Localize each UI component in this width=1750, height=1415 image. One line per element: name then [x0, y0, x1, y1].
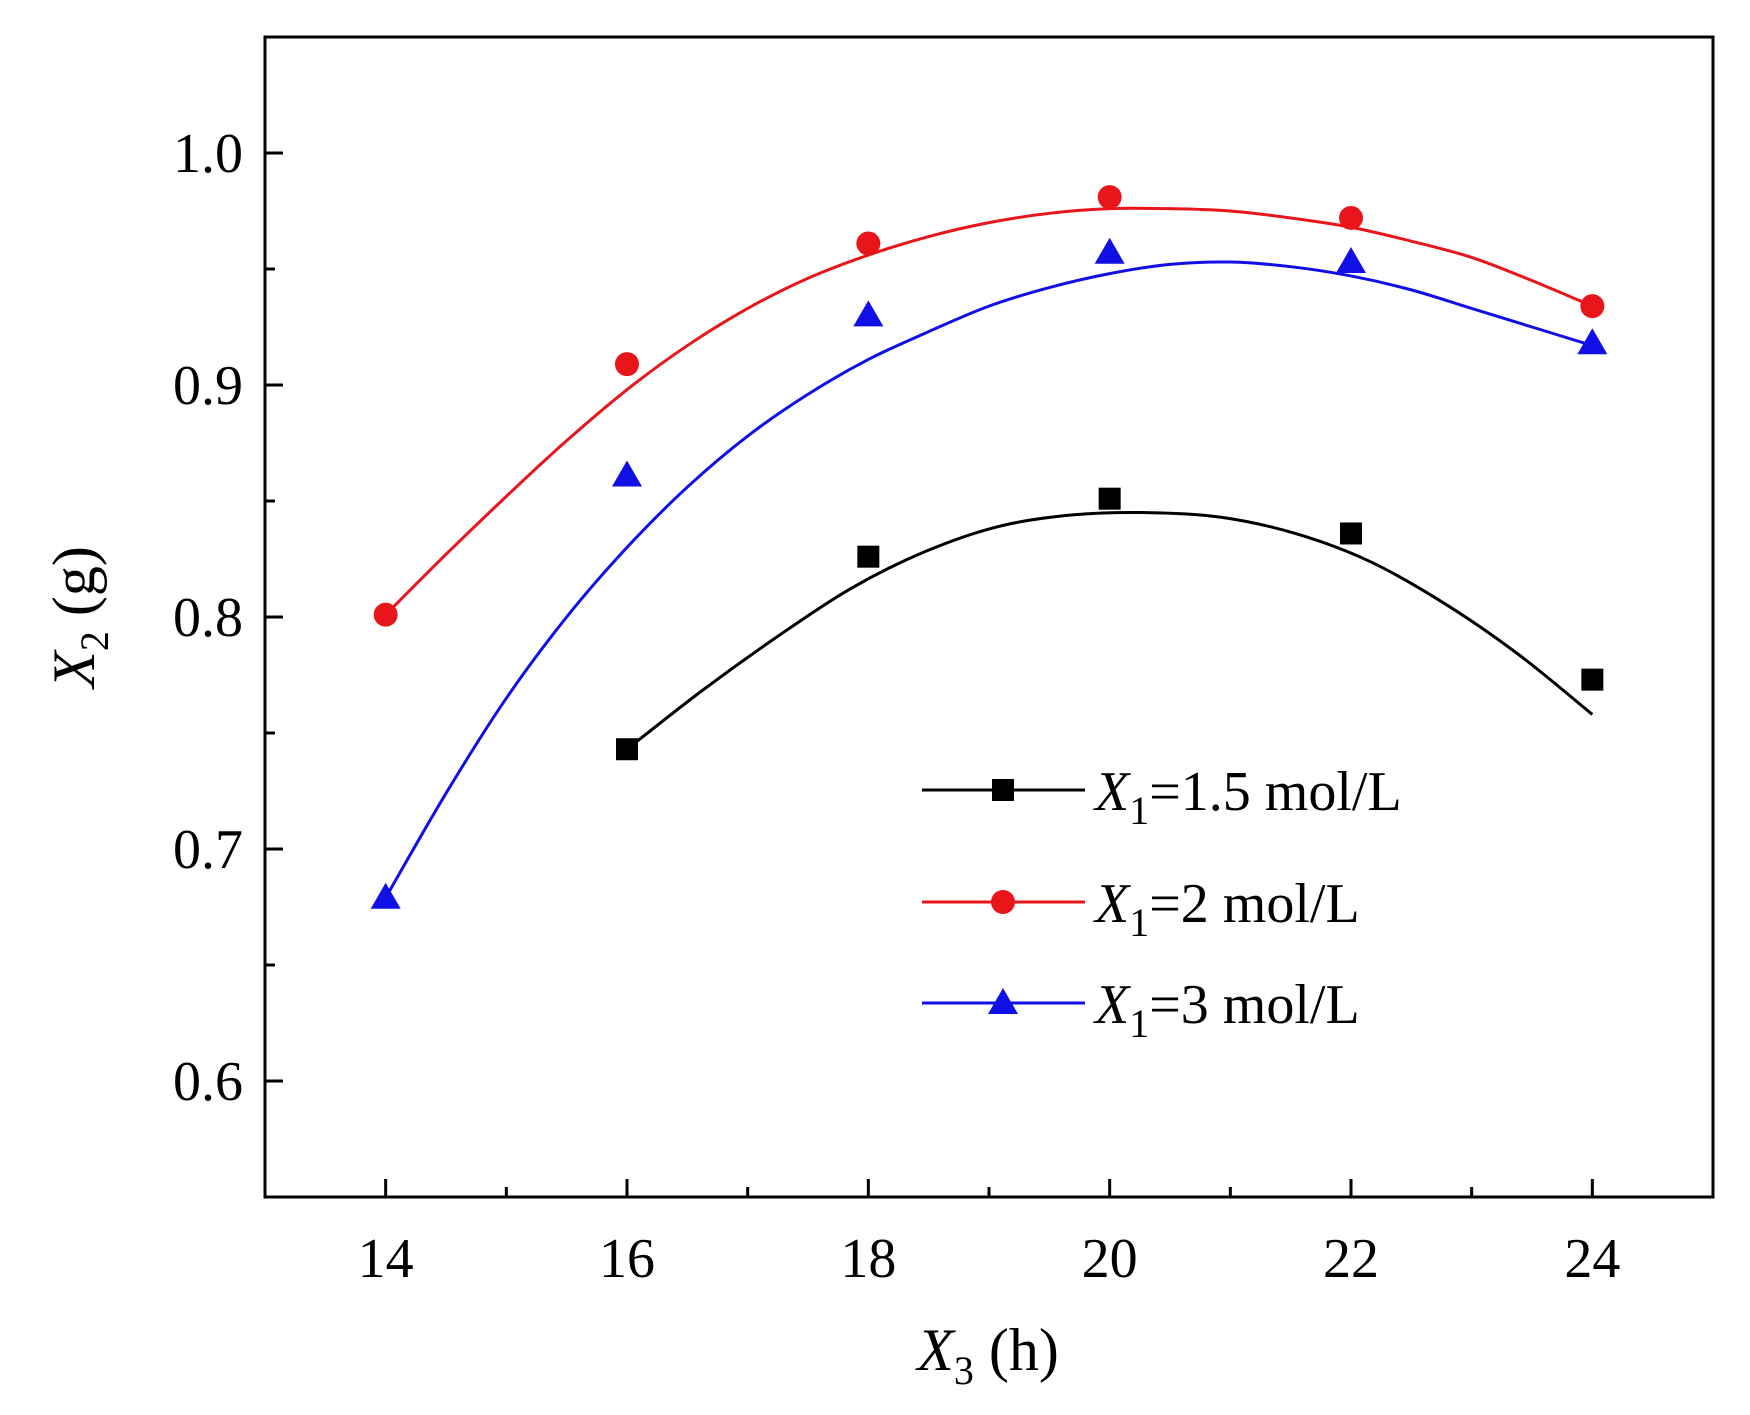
- y-axis-title: X2 (g): [41, 546, 117, 690]
- y-tick-label: 1.0: [173, 123, 243, 185]
- legend: X1=1.5 mol/L X1=2 mol/L X1=3 mol/L: [922, 761, 1402, 1046]
- data-point: [857, 545, 880, 568]
- x-tick-label: 18: [840, 1228, 896, 1290]
- legend-marker: [988, 988, 1018, 1014]
- y-tick-label: 0.8: [173, 587, 243, 649]
- legend-item: X1=1.5 mol/L: [922, 761, 1402, 833]
- legend-marker: [992, 779, 1014, 801]
- legend-label: X1=2 mol/L: [1093, 873, 1360, 945]
- legend-label: X1=1.5 mol/L: [1093, 761, 1402, 833]
- x-tick-label: 20: [1082, 1228, 1138, 1290]
- x-axis: 14 16 18 20 22 24: [263, 1179, 1715, 1290]
- x-axis-title-var: X: [915, 1317, 956, 1383]
- y-tick-label: 0.6: [173, 1051, 243, 1113]
- y-tick-label: 0.9: [173, 355, 243, 417]
- y-axis-title-sub: 2: [72, 631, 117, 651]
- y-axis-title-unit: (g): [41, 546, 107, 631]
- legend-item: X1=2 mol/L: [922, 873, 1360, 945]
- data-point: [612, 460, 642, 487]
- data-point: [1097, 185, 1122, 210]
- x-axis-title-sub: 3: [954, 1348, 974, 1393]
- data-point: [616, 738, 638, 761]
- data-point: [1094, 237, 1125, 264]
- data-point: [373, 602, 398, 627]
- y-axis-title-var: X: [41, 649, 107, 690]
- legend-item: X1=3 mol/L: [922, 974, 1360, 1046]
- y-tick-label: 0.7: [173, 819, 243, 881]
- fit-line: [384, 260, 1593, 899]
- legend-marker: [991, 890, 1015, 914]
- data-point: [1339, 205, 1363, 230]
- x-tick-label: 22: [1323, 1228, 1379, 1290]
- data-point: [1581, 668, 1604, 691]
- legend-label: X1=3 mol/L: [1093, 974, 1360, 1046]
- data-point: [856, 231, 881, 256]
- data-point: [1340, 522, 1362, 545]
- fit-line: [626, 510, 1594, 751]
- data-points: [370, 185, 1608, 909]
- data-point: [1336, 247, 1366, 274]
- data-point: [615, 352, 639, 377]
- fit-line: [384, 206, 1593, 616]
- plot-frame: [263, 35, 1715, 1199]
- data-point: [853, 300, 884, 327]
- data-point: [1580, 294, 1605, 319]
- data-point: [1577, 328, 1608, 355]
- fit-curves: [384, 206, 1594, 899]
- x-tick-label: 16: [599, 1228, 655, 1290]
- x-axis-title-unit: (h): [974, 1317, 1059, 1383]
- x-tick-label: 24: [1564, 1228, 1620, 1290]
- data-point: [1098, 487, 1121, 510]
- x-axis-title: X3 (h): [915, 1317, 1059, 1393]
- y-axis: 0.6 0.7 0.8 0.9 1.0: [173, 35, 283, 1199]
- x-tick-label: 14: [358, 1228, 414, 1290]
- data-point: [370, 882, 401, 909]
